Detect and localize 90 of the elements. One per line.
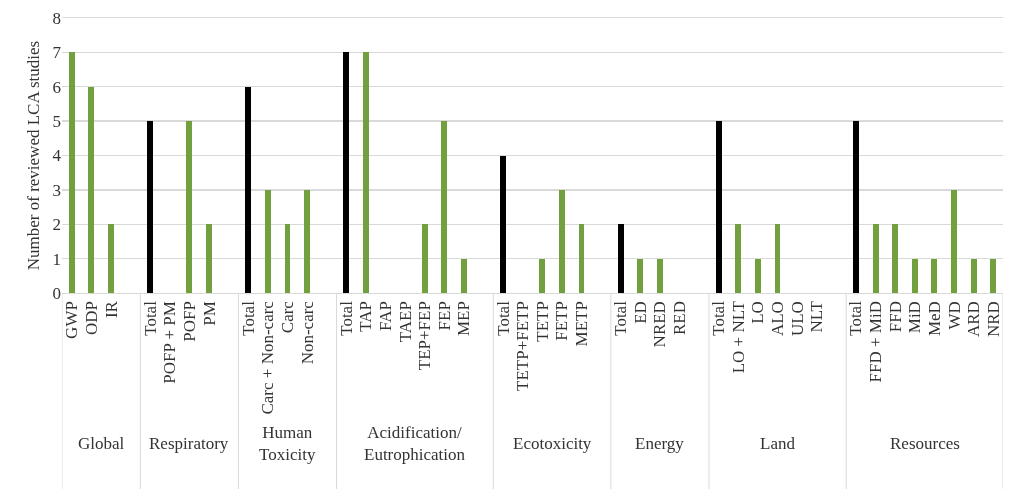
bar (872, 224, 879, 293)
bar (755, 258, 761, 293)
x-tick-label: MeD (924, 301, 944, 337)
bar (500, 155, 507, 293)
x-tick-label: TETP (532, 301, 552, 342)
bar (951, 189, 957, 293)
x-tick-label: Non-carc (297, 300, 317, 365)
bar (304, 189, 310, 293)
x-tick-label: FFD + MiD (866, 301, 886, 383)
y-tick-label: 4 (52, 146, 62, 166)
bar (715, 121, 722, 293)
bar (617, 224, 624, 293)
y-axis-title: Number of reviewed LCA studies (24, 40, 44, 271)
x-tick-label: FEP (434, 301, 454, 331)
x-tick-label: Total (238, 300, 258, 336)
x-tick-label: WD (944, 301, 964, 330)
bar (911, 258, 918, 293)
bar (656, 258, 663, 293)
x-tick-label: ULO (787, 301, 807, 337)
bar (735, 224, 742, 293)
x-tick-label: TEP+FEP (415, 301, 435, 371)
bar (88, 86, 95, 293)
x-tick-label: ED (630, 301, 650, 324)
text: Human Toxicity (259, 423, 316, 465)
x-tick-label: LO (748, 301, 768, 324)
x-tick-label: ODP (81, 301, 101, 336)
x-tick-label: Total (493, 300, 513, 336)
x-tick-label: MiD (905, 301, 925, 334)
y-tick-label: 8 (52, 8, 61, 28)
x-tick-label: NRD (983, 301, 1003, 338)
bar (343, 52, 350, 293)
bar (186, 121, 193, 293)
x-tick-label: TAEP (395, 301, 415, 343)
x-tick-label: METP (572, 301, 592, 347)
bar (441, 121, 448, 293)
y-tick-label: 6 (52, 77, 61, 97)
x-tick-label: MEP (454, 301, 474, 337)
x-tick-label: FETP (552, 301, 572, 341)
bar (421, 224, 428, 293)
x-tick-label: POFP + PM (160, 301, 180, 384)
y-tick-label: 3 (52, 180, 61, 200)
x-tick-label: ALO (768, 301, 788, 337)
bar (539, 258, 546, 293)
x-tick-label: TAP (356, 301, 376, 332)
y-tick-label: 2 (52, 215, 61, 235)
x-tick-label: PM (199, 301, 219, 326)
text: Ecotoxicity (513, 434, 592, 453)
x-tick-label: Carc + Non-carc (258, 300, 278, 415)
x-tick-label: Total (140, 300, 160, 336)
x-tick-label: Total (709, 300, 729, 336)
bar (931, 258, 938, 293)
bar (108, 224, 114, 293)
bar (206, 224, 212, 293)
x-tick-label: NRED (650, 301, 670, 348)
bar (362, 52, 369, 293)
x-tick-label: TETP+FETP (513, 301, 533, 391)
x-tick-label: Carc (277, 300, 297, 334)
bar (264, 189, 271, 293)
x-tick-label: Total (611, 300, 631, 336)
x-tick-label: RED (670, 301, 690, 336)
bar (853, 121, 859, 293)
text: Energy (635, 434, 685, 453)
bar (637, 258, 644, 293)
text: Resources (890, 434, 960, 453)
y-tick-label: 7 (52, 43, 62, 63)
bar (147, 121, 154, 293)
bar (68, 52, 75, 293)
bar (892, 224, 899, 293)
y-tick-label: 1 (52, 249, 61, 269)
y-tick-label: 5 (52, 112, 61, 132)
x-tick-label: NLT (807, 300, 827, 333)
x-tick-label: FAP (375, 301, 395, 332)
text: Respiratory (149, 434, 229, 453)
bar (460, 258, 467, 293)
bar (558, 189, 565, 293)
x-tick-label: Total (336, 300, 356, 336)
text: Land (760, 434, 796, 453)
x-tick-label: POFP (179, 301, 199, 342)
x-tick-label: LO + NLT (728, 300, 748, 374)
x-tick-label: IR (101, 300, 121, 319)
bar (245, 86, 252, 293)
x-tick-label: FFD (885, 301, 905, 333)
bar (990, 258, 997, 293)
text: Acidification/ Eutrophication (364, 423, 466, 465)
x-tick-label: ARD (964, 301, 984, 338)
bar (970, 258, 977, 293)
x-tick-label: Total (846, 300, 866, 336)
text: Global (78, 434, 125, 453)
y-tick-label: 0 (52, 283, 61, 303)
x-tick-label: GWP (62, 301, 82, 339)
